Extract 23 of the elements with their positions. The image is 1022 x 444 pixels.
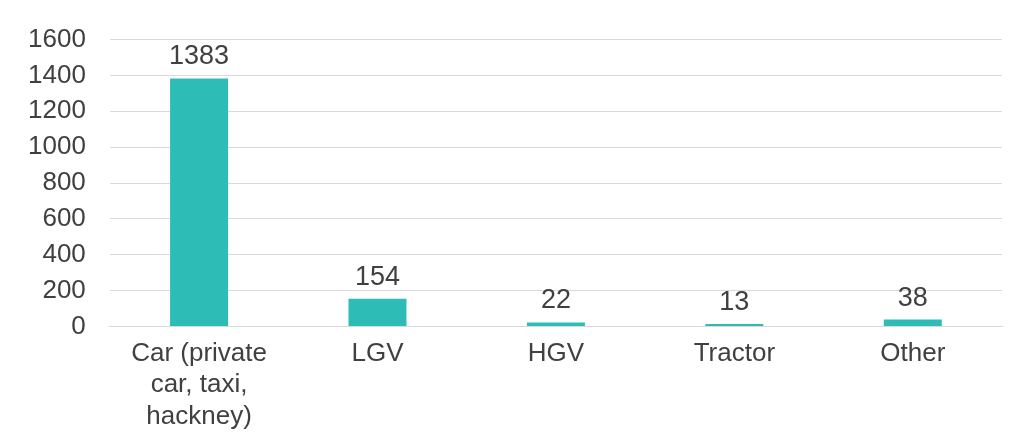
y-tick-label: 600 [42, 202, 86, 233]
y-tick-label: 0 [71, 309, 86, 340]
data-label: 13 [719, 286, 750, 317]
y-tick-label: 1000 [28, 130, 86, 161]
data-label: 1383 [169, 40, 230, 71]
x-tick-label: Car (private car, taxi, hackney) [131, 337, 267, 430]
data-label: 22 [540, 284, 571, 315]
x-tick-label: Other [880, 337, 946, 368]
bar [526, 322, 585, 326]
bar [170, 78, 229, 326]
y-tick-label: 1200 [28, 94, 86, 125]
y-tick-label: 800 [42, 166, 86, 197]
data-label: 38 [897, 281, 928, 312]
y-tick-label: 1400 [28, 58, 86, 89]
bar [348, 298, 407, 326]
bar [883, 319, 942, 326]
x-tick-label: Tractor [693, 337, 776, 368]
y-tick-label: 200 [42, 273, 86, 304]
x-tick-label: HGV [527, 337, 585, 368]
x-tick-label: LGV [351, 337, 405, 368]
y-tick-label: 400 [42, 237, 86, 268]
data-label: 154 [354, 260, 401, 291]
y-tick-label: 1600 [28, 22, 86, 53]
